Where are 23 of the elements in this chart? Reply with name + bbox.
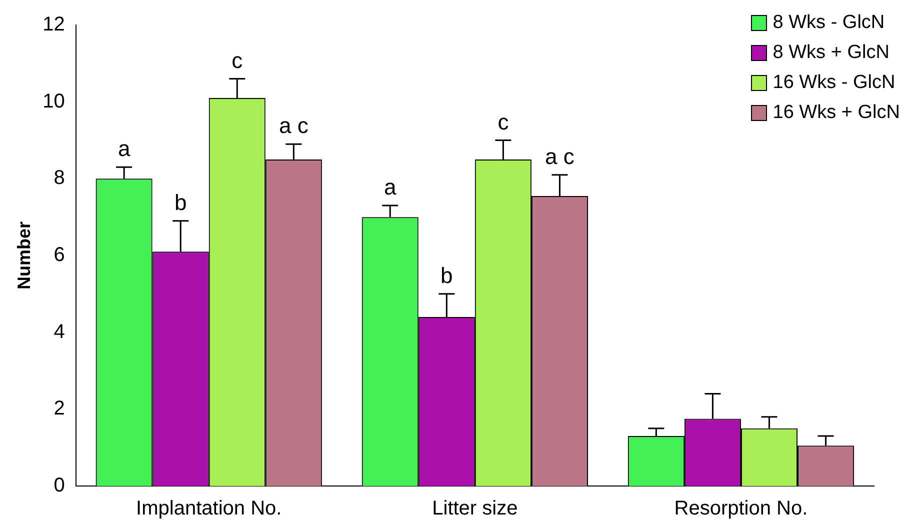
legend-label: 16 Wks + GlcN [772,102,900,124]
legend-label: 8 Wks + GlcN [772,42,890,64]
y-tick-label: 4 [54,320,65,343]
annotation: b [174,190,187,215]
y-tick-label: 12 [42,14,65,36]
annotation: a c [278,113,308,138]
legend-label: 8 Wks - GlcN [772,12,885,34]
y-tick-label: 2 [54,398,65,420]
y-tick-label: 10 [42,90,65,112]
x-tick-label: Implantation No. [136,498,282,520]
annotation: b [440,262,453,288]
annotation: a [384,174,397,200]
annotation: c [498,109,509,134]
legend-label: 16 Wks - GlcN [772,72,896,94]
annotation: a [118,136,131,162]
y-tick-label: 0 [54,474,65,497]
annotation: a c [545,144,574,169]
y-axis-title: Number [14,221,34,290]
y-tick-label: 8 [54,167,65,190]
annotation: c [232,48,243,73]
x-tick-label: Resorption No. [674,498,808,520]
y-tick-label: 6 [54,244,65,266]
x-tick-label: Litter size [432,498,518,520]
